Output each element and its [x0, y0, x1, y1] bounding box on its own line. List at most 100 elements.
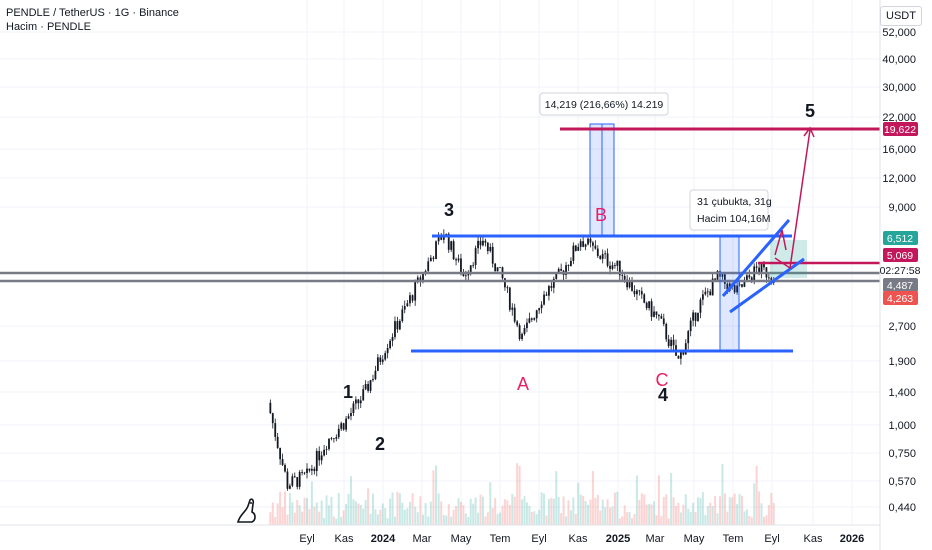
volume-bar: [325, 495, 328, 525]
volume-bar: [501, 505, 504, 525]
currency-button[interactable]: USDT: [880, 6, 922, 26]
candle-body: [640, 291, 643, 295]
time-tick-label: 2025: [606, 533, 630, 545]
candle-body: [743, 280, 746, 287]
volume-bar: [640, 493, 643, 525]
volume-bar: [738, 493, 741, 525]
candle-body: [362, 389, 365, 401]
volume-bar: [315, 502, 318, 525]
candle-body: [398, 321, 401, 330]
candle-body: [308, 468, 311, 471]
volume-bar: [276, 503, 279, 525]
candle-body: [672, 339, 675, 346]
time-tick-label: Tem: [490, 533, 511, 545]
volume-bar: [457, 498, 460, 525]
volume-bar: [306, 498, 308, 525]
volume-bar: [369, 513, 372, 525]
volume-bar: [393, 516, 396, 525]
time-axis[interactable]: Eyl Kas 2024 Mar May Tem Eyl Kas 2025 Mar May Tem Ey…: [0, 524, 880, 545]
bars-range-box: [719, 235, 740, 351]
volume-bar: [589, 499, 592, 525]
candle-body: [455, 259, 457, 261]
volume-bar: [323, 517, 326, 525]
time-tick-label: Eyl: [299, 533, 314, 545]
candle-body: [350, 413, 352, 417]
candle-body: [670, 339, 673, 347]
time-tick-label: 2024: [371, 533, 396, 545]
volume-bar: [301, 511, 304, 525]
candle-body: [677, 355, 680, 359]
candle-body: [381, 359, 384, 362]
candle-body: [706, 291, 709, 293]
volume-bar: [269, 512, 272, 525]
volume-bar: [706, 505, 709, 525]
candle-body: [763, 263, 765, 268]
candle-body: [611, 265, 614, 269]
candle-body: [279, 447, 282, 460]
volume-bar: [484, 516, 487, 525]
candle-body: [479, 240, 482, 246]
candle-body: [689, 320, 692, 332]
candle-body: [570, 260, 572, 266]
price-badge: 02:27:58: [880, 263, 921, 277]
volume-bar: [411, 493, 414, 525]
candle-body: [286, 471, 289, 489]
price-tick-label: 1,900: [888, 356, 916, 368]
candle-body: [429, 257, 432, 262]
corrective-label-a: A: [517, 374, 529, 394]
volume-bar: [772, 502, 775, 525]
volume-bar: [274, 516, 277, 525]
volume-bar: [494, 498, 497, 525]
candle-body: [736, 285, 738, 293]
volume-bar: [298, 505, 301, 525]
volume-bar: [279, 491, 282, 525]
wave-label-1: 1: [343, 382, 353, 402]
volume-bar: [689, 511, 692, 525]
volume-bar: [623, 505, 626, 525]
candle-body: [548, 286, 550, 296]
candle-body: [638, 290, 641, 292]
candle-body: [758, 267, 760, 274]
volume-bar: [765, 515, 768, 525]
candle-body: [406, 303, 409, 307]
tradingview-logo-icon[interactable]: [236, 498, 256, 523]
symbol-title[interactable]: PENDLE / TetherUS · 1G · Binance: [6, 7, 179, 19]
volume-bar: [469, 498, 472, 525]
candle-body: [574, 245, 577, 251]
candle-body: [631, 280, 633, 291]
candle-body: [491, 246, 494, 264]
price-axis[interactable]: 52,000 40,000 30,000 22,000 16,000 12,000 9,00…: [879, 0, 916, 550]
candle-body: [701, 294, 704, 300]
candle-body: [750, 277, 753, 282]
wave-label-5: 5: [805, 101, 815, 121]
volume-bar: [340, 516, 343, 525]
volume-bar: [736, 503, 739, 525]
volume-bar: [403, 509, 406, 525]
candle-body: [687, 331, 690, 344]
volume-bar: [762, 516, 765, 525]
candle-body: [450, 241, 453, 250]
volume-bar: [376, 514, 379, 525]
volume-legend[interactable]: Hacim · PENDLE: [6, 21, 91, 33]
volume-bar: [284, 491, 287, 525]
volume-bar: [474, 497, 477, 525]
price-badge: 6,512: [883, 231, 918, 245]
candle-body: [281, 459, 284, 465]
volume-bar: [714, 496, 717, 525]
candle-body: [508, 287, 511, 310]
candle-body: [472, 264, 475, 266]
candle-body: [469, 265, 472, 273]
candle-body: [359, 400, 362, 404]
time-tick-label: Mar: [646, 533, 665, 545]
price-tick-label: 0,570: [888, 476, 916, 488]
candle-body: [452, 241, 455, 260]
candle-body: [733, 285, 736, 293]
candle-body: [582, 241, 585, 247]
candle-body: [589, 238, 592, 243]
volume-bar: [682, 504, 685, 525]
time-tick-label: Eyl: [531, 533, 546, 545]
volume-bar: [337, 492, 340, 525]
candle-body: [565, 265, 567, 275]
time-tick-label: Eyl: [764, 533, 779, 545]
